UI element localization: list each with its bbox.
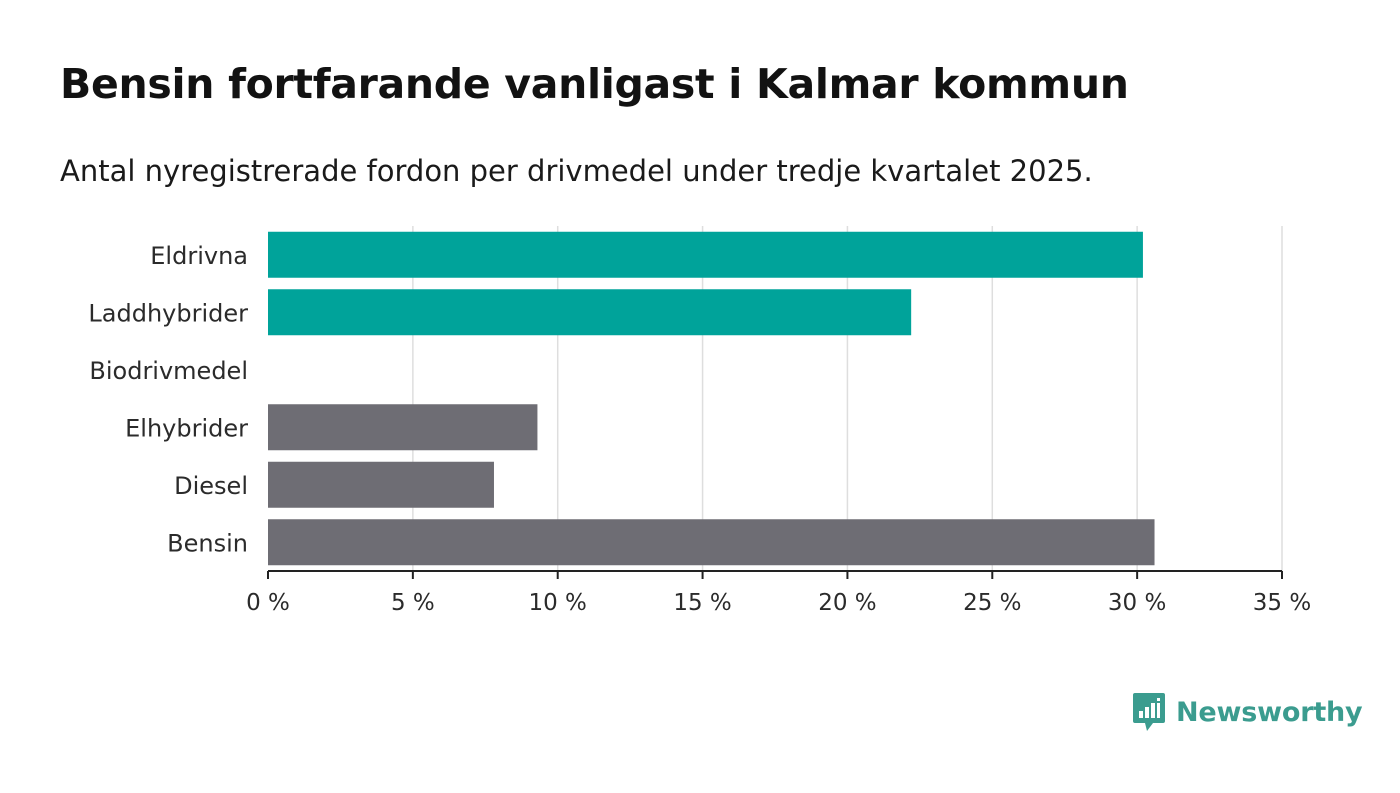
newsworthy-logo-icon	[1133, 693, 1165, 731]
x-tick-label: 35 %	[1253, 590, 1311, 616]
x-tick-label: 30 %	[1108, 590, 1166, 616]
chart-subtitle: Antal nyregistrerade fordon per drivmede…	[60, 154, 1093, 188]
bar	[268, 404, 538, 451]
x-tick-label: 0 %	[246, 590, 290, 616]
bar	[268, 461, 494, 508]
brand-name: Newsworthy	[1176, 696, 1363, 728]
bar	[268, 519, 1155, 566]
category-label: Diesel	[174, 472, 248, 500]
category-label: Bensin	[167, 529, 248, 557]
bar-chart: Eldrivna Laddhybrider Biodrivmedel Elhybrid…	[88, 226, 1311, 616]
x-tick-label: 5 %	[391, 590, 435, 616]
category-label: Eldrivna	[150, 242, 248, 270]
bar	[268, 231, 1143, 278]
x-tick-label: 20 %	[818, 590, 876, 616]
bar	[268, 289, 912, 336]
category-label: Elhybrider	[125, 414, 248, 442]
category-label: Laddhybrider	[88, 299, 248, 327]
category-label: Biodrivmedel	[89, 357, 248, 385]
brand-logo: Newsworthy	[1132, 692, 1363, 732]
chart-title: Bensin fortfarande vanligast i Kalmar ko…	[60, 60, 1129, 108]
x-tick-label: 25 %	[963, 590, 1021, 616]
x-tick-label: 15 %	[673, 590, 731, 616]
x-tick-label: 10 %	[528, 590, 586, 616]
